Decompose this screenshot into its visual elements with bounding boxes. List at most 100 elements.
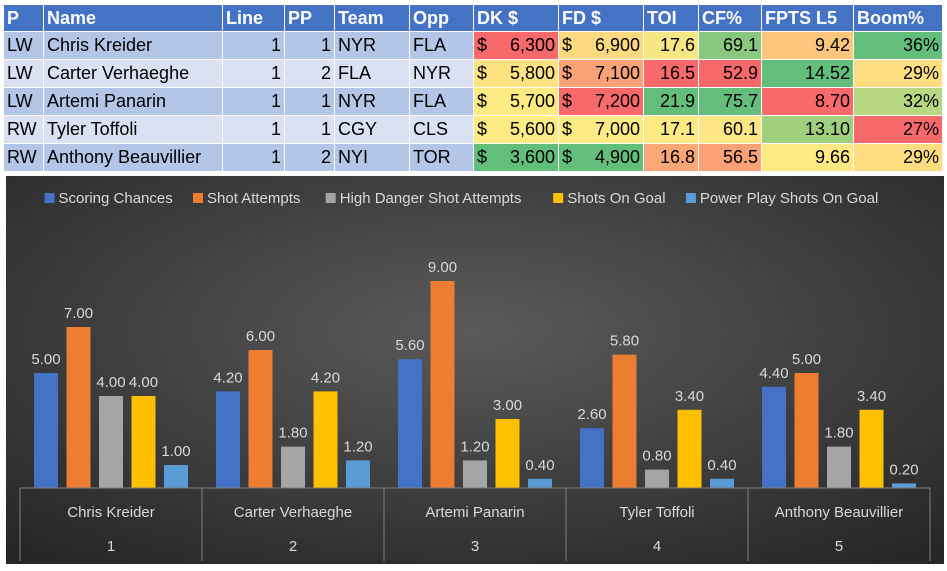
cell-toi: 16.5 <box>643 59 699 88</box>
cell-dk: 5,600 $ <box>473 115 559 144</box>
bar <box>710 478 734 488</box>
cell-cf: 52.9 <box>698 59 762 88</box>
currency-symbol: $ <box>562 63 573 83</box>
data-label: 3.40 <box>675 388 704 405</box>
legend-swatch <box>44 193 55 203</box>
chart-x-axis: Chris Kreider 1 Carter Verhaeghe 2 Artemi Pa… <box>19 487 931 561</box>
bar <box>164 465 188 488</box>
cell-boom: 27% <box>853 115 943 144</box>
data-label: 0.40 <box>525 457 554 474</box>
cell-line: 1 <box>222 87 285 116</box>
data-label: 4.00 <box>96 374 125 391</box>
column-header: FD $ <box>558 4 644 32</box>
player-table: P Name Line PP Team Opp DK $ FD $ TOI CF% FPTS L5 B… <box>3 4 943 172</box>
data-label: 6.00 <box>246 328 275 345</box>
legend-label: High Danger Shot Attempts <box>340 190 522 207</box>
data-label: 3.00 <box>493 397 522 414</box>
cell-fpts: 8.70 <box>761 87 854 116</box>
data-label: 5.00 <box>792 351 821 368</box>
tick-label-number: 5 <box>835 538 843 555</box>
table-row: LW Artemi Panarin 1 1 NYR FLA 5,700 $7,200 $21.9… <box>3 87 943 116</box>
currency-symbol: $ <box>477 63 488 83</box>
chart-legend: Scoring Chances Shot Attempts High Danger … <box>44 190 878 207</box>
cell-fd: 7,000 $ <box>558 115 644 144</box>
data-label: 1.00 <box>161 443 190 460</box>
tick-label: Tyler Toffoli <box>619 504 694 521</box>
legend-label: Scoring Chances <box>59 190 173 207</box>
data-label: 4.20 <box>311 369 340 386</box>
cell-fd: 7,200 $ <box>558 87 644 116</box>
cell-p: LW <box>3 31 44 60</box>
bar <box>66 327 91 488</box>
amount: 7,100 <box>594 63 640 83</box>
cell-opp: CLS <box>409 115 474 144</box>
legend-swatch <box>553 193 564 203</box>
currency-symbol: $ <box>477 147 488 167</box>
legend-label: Power Play Shots On Goal <box>700 190 878 207</box>
tick-label-number: 1 <box>107 538 115 555</box>
data-label: 0.40 <box>707 457 736 474</box>
table-row: LW Carter Verhaeghe 1 2 FLA NYR 5,800 $7,100 $16… <box>3 59 943 88</box>
amount: 3,600 <box>509 147 555 167</box>
cell-pp: 2 <box>284 59 335 88</box>
table-row: RW Anthony Beauvillier 1 2 NYI TOR 3,600 $4,900… <box>3 143 943 172</box>
cell-opp: TOR <box>409 143 474 172</box>
bar <box>131 396 156 488</box>
amount: 7,000 <box>594 119 640 139</box>
data-label: 0.20 <box>889 461 918 478</box>
cell-line: 1 <box>222 31 285 60</box>
legend-label: Shot Attempts <box>207 190 300 207</box>
cell-fpts: 9.42 <box>761 31 854 60</box>
tick-label: Artemi Panarin <box>425 504 524 521</box>
cell-boom: 36% <box>853 31 943 60</box>
cell-p: LW <box>3 87 44 116</box>
tick-label: Carter Verhaeghe <box>234 504 352 521</box>
table-row: RW Tyler Toffoli 1 1 CGY CLS 5,600 $7,000 $17.1 6… <box>3 115 943 144</box>
cell-name: Artemi Panarin <box>43 87 223 116</box>
cell-cf: 60.1 <box>698 115 762 144</box>
amount: 6,300 <box>509 35 555 55</box>
currency-symbol: $ <box>562 91 573 111</box>
data-label: 7.00 <box>64 305 93 322</box>
bar <box>677 409 702 488</box>
data-label: 3.40 <box>857 388 886 405</box>
bar <box>859 409 884 488</box>
amount: 5,800 <box>509 63 555 83</box>
cell-cf: 69.1 <box>698 31 762 60</box>
bar <box>580 428 604 488</box>
tick-label: Chris Kreider <box>67 504 155 521</box>
amount: 5,700 <box>509 91 555 111</box>
cell-toi: 17.6 <box>643 31 699 60</box>
column-header: P <box>3 4 44 32</box>
cell-team: NYI <box>334 143 410 172</box>
amount: 5,600 <box>509 119 555 139</box>
cell-opp: NYR <box>409 59 474 88</box>
cell-line: 1 <box>222 143 285 172</box>
bar <box>430 281 455 488</box>
bar <box>495 419 520 488</box>
data-label: 1.80 <box>824 425 853 442</box>
cell-dk: 5,700 $ <box>473 87 559 116</box>
cell-team: NYR <box>334 31 410 60</box>
data-label: 9.00 <box>428 259 457 276</box>
cell-boom: 32% <box>853 87 943 116</box>
cell-p: RW <box>3 115 44 144</box>
cell-boom: 29% <box>853 143 943 172</box>
bar <box>99 396 123 488</box>
bar <box>645 469 669 488</box>
column-header: CF% <box>698 4 762 32</box>
data-label: 1.80 <box>278 425 307 442</box>
data-label: 4.00 <box>129 374 158 391</box>
cell-dk: 3,600 $ <box>473 143 559 172</box>
column-header: FPTS L5 <box>761 4 854 32</box>
bar <box>827 446 851 488</box>
cell-line: 1 <box>222 59 285 88</box>
data-label: 0.80 <box>642 448 671 465</box>
column-header: Boom% <box>853 4 943 32</box>
column-header: Line <box>222 4 285 32</box>
cell-dk: 6,300 $ <box>473 31 559 60</box>
cell-boom: 29% <box>853 59 943 88</box>
cell-toi: 16.8 <box>643 143 699 172</box>
cell-name: Anthony Beauvillier <box>43 143 223 172</box>
data-label: 1.20 <box>343 438 372 455</box>
